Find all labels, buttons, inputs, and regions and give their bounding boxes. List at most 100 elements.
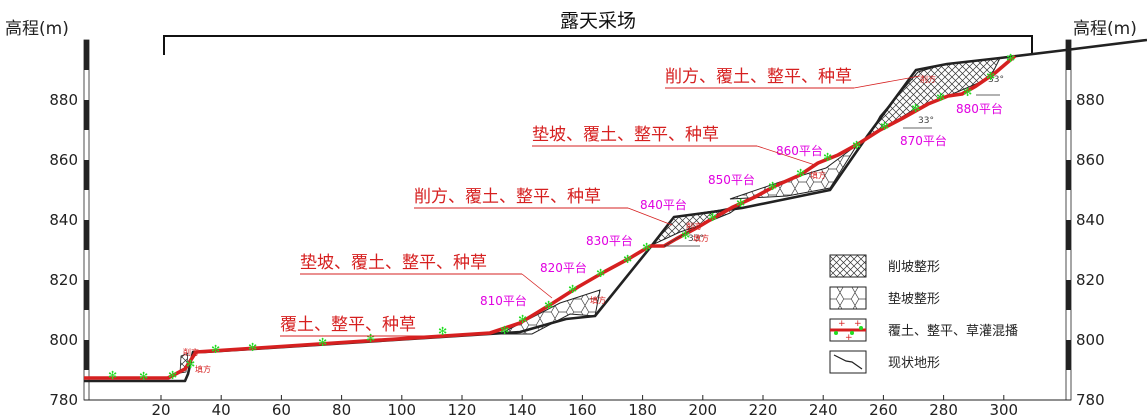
platform-labels: 810平台 820平台 830平台 840平台 850平台 860平台 870平… [480, 101, 1003, 308]
grass-marker: ✻ [518, 313, 527, 326]
grass-marker: ✻ [168, 369, 177, 382]
grass-marker: ✻ [248, 341, 257, 354]
grass-marker: ✻ [438, 325, 447, 338]
y-axis-title-left: 高程(m) [5, 19, 69, 39]
grass-marker: ✻ [708, 211, 717, 224]
axis-stripe [84, 280, 89, 310]
x-tick-label: 200 [688, 401, 717, 417]
annotation-third: 削方、覆土、整平、种草 [414, 187, 601, 207]
x-axis-ticks: 20 40 60 80 100 120 140 160 180 200 220 240 260 280 30… [151, 395, 1018, 417]
right-y-axis [1065, 39, 1072, 401]
grass-marker: ✻ [108, 369, 117, 382]
legend-terrain-line-icon [829, 350, 867, 374]
legend: 削坡整形 垫坡整形 + + + 覆土、整平、草灌混播 现状地形 [829, 254, 1018, 374]
x-tick-label: 220 [749, 401, 778, 417]
legend-label-fill: 垫坡整形 [888, 291, 940, 307]
axis-stripe [84, 220, 89, 250]
grass-marker: ✻ [186, 358, 195, 371]
y-tick-label-left: 780 [49, 391, 78, 409]
axis-stripe [1066, 340, 1071, 370]
angle-label-880: 33° [988, 75, 1004, 85]
svg-text:+: + [838, 319, 846, 329]
y-tick-label-right: 860 [1076, 151, 1105, 169]
legend-crosshatch-icon [829, 254, 867, 278]
annotations: 削方、覆土、整平、种草 垫坡、覆土、整平、种草 削方、覆土、整平、种草 垫坡、覆… [280, 67, 921, 337]
grass-marker: ✻ [139, 370, 148, 383]
platform-820: 820平台 [540, 260, 587, 275]
legend-label-cut: 削坡整形 [888, 260, 940, 275]
y-tick-label-left: 860 [49, 151, 78, 169]
x-tick-label: 100 [387, 401, 416, 417]
y-tick-label-left: 880 [49, 91, 78, 109]
annotation-fourth: 垫坡、覆土、整平、种草 [300, 253, 487, 273]
y-tick-label-right: 880 [1076, 91, 1105, 109]
x-tick-label: 20 [151, 401, 170, 417]
annotation-second: 垫坡、覆土、整平、种草 [532, 125, 719, 145]
grass-marker: ✻ [768, 180, 777, 193]
legend-hexagon-icon [829, 286, 867, 310]
y-axis-title-right: 高程(m) [1073, 19, 1137, 39]
x-tick-label: 40 [212, 401, 231, 417]
left-y-axis [83, 39, 90, 401]
grass-marker: ✻ [642, 241, 651, 254]
y-tick-label-left: 800 [49, 331, 78, 349]
grass-marker: ✻ [681, 229, 690, 242]
title-bracket [163, 35, 1033, 55]
grass-marker: ✻ [623, 253, 632, 266]
legend-label-terrain: 现状地形 [888, 356, 940, 371]
grass-marker: ✻ [596, 267, 605, 280]
y-tick-label-left: 840 [49, 211, 78, 229]
grass-marker: ✻ [500, 324, 509, 337]
grass-marker: ✻ [366, 332, 375, 345]
platform-850: 850平台 [708, 172, 755, 187]
angle-label-840: 33° [688, 234, 704, 244]
zone-label-cut-middle: 削方 [686, 221, 702, 231]
x-tick-label: 260 [869, 401, 898, 417]
grass-marker: ✻ [318, 336, 327, 349]
zone-labels: 削方 填方 填方 削方 填方 填方 削方 [183, 74, 936, 374]
x-tick-label: 60 [272, 401, 291, 417]
grass-marker: ✻ [963, 86, 972, 99]
grass-marker: ✻ [823, 151, 832, 164]
legend-vegetation-icon: + + + [829, 318, 867, 343]
x-tick-label: 180 [628, 401, 657, 417]
platform-880: 880平台 [956, 101, 1003, 116]
y-axis-ticks: 780 780 800 800 820 820 840 840 860 860 880 880 [49, 91, 1104, 409]
zone-label-cut: 削方 [183, 347, 199, 357]
grass-marker: ✻ [544, 299, 553, 312]
x-tick-label: 80 [332, 401, 351, 417]
design-surface-line [84, 54, 1017, 380]
grass-marker: ✻ [936, 91, 945, 104]
angle-markers: 33° 33° 33° [663, 75, 1004, 247]
y-tick-label-right: 820 [1076, 271, 1105, 289]
svg-text:+: + [854, 319, 862, 329]
x-tick-label: 140 [508, 401, 537, 417]
zone-label-fill-middle: 填方 [693, 233, 709, 243]
grass-marker: ✻ [211, 343, 220, 356]
annotation-top: 削方、覆土、整平、种草 [665, 67, 852, 87]
grass-marker: ✻ [796, 167, 805, 180]
y-tick-label-left: 820 [49, 271, 78, 289]
grass-marker: ✻ [880, 120, 889, 133]
axis-stripe [1066, 220, 1071, 250]
axis-stripe [84, 160, 89, 190]
y-tick-label-right: 780 [1076, 391, 1105, 409]
grass-marker: ✻ [911, 102, 920, 115]
zone-label-fill-upper: 填方 [810, 170, 826, 180]
platform-840: 840平台 [640, 197, 687, 212]
x-tick-label: 280 [929, 401, 958, 417]
legend-label-vegetation: 覆土、整平、草灌混播 [888, 324, 1018, 339]
axis-stripe [1066, 40, 1071, 70]
axis-stripe [1066, 100, 1071, 130]
x-tick-label: 300 [989, 401, 1018, 417]
x-tick-label: 160 [568, 401, 597, 417]
grass-marker: ✻ [986, 70, 995, 83]
y-tick-label-right: 840 [1076, 211, 1105, 229]
x-tick-label: 240 [809, 401, 838, 417]
grass-marker: ✻ [1006, 52, 1015, 65]
axis-stripe [84, 40, 89, 70]
grass-marker: ✻ [852, 139, 861, 152]
angle-label-870: 33° [918, 116, 934, 126]
platform-870: 870平台 [900, 133, 947, 148]
